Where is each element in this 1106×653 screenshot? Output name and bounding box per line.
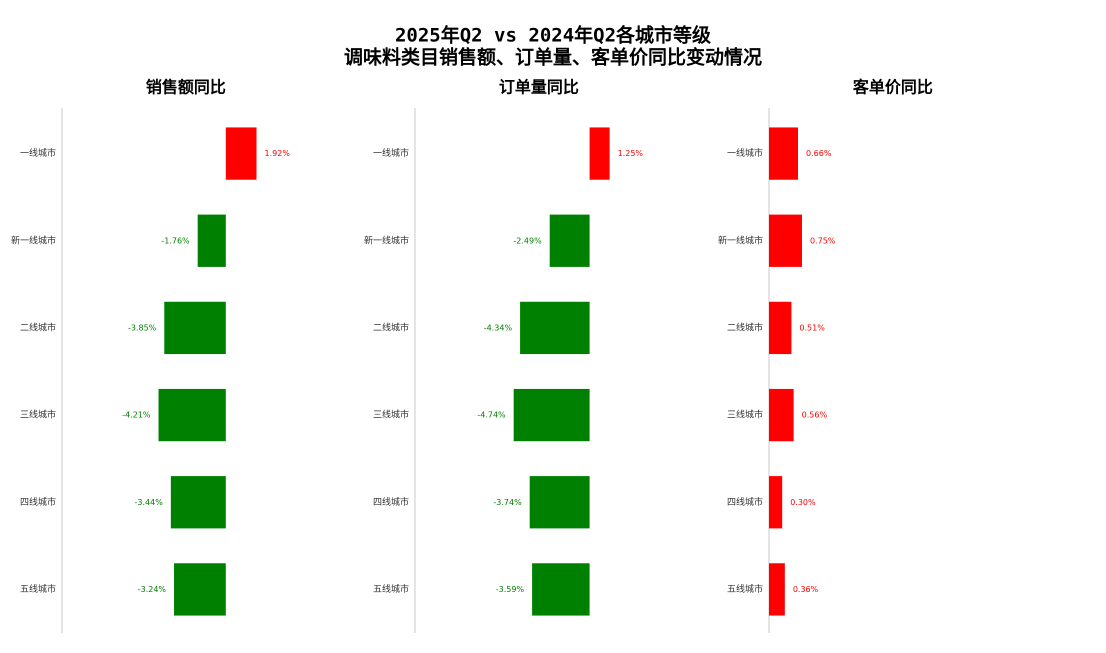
bar <box>769 476 783 529</box>
category-label: 四线城市 <box>20 496 56 508</box>
bar <box>769 563 785 616</box>
value-label: -2.49% <box>513 236 542 245</box>
value-label: 0.56% <box>802 411 828 420</box>
category-label: 四线城市 <box>727 496 763 508</box>
category-label: 一线城市 <box>20 147 56 159</box>
bar <box>174 563 226 616</box>
panel-title: 订单量同比 <box>499 78 579 97</box>
bar <box>225 127 257 180</box>
panel-title: 销售额同比 <box>146 78 226 97</box>
bar <box>549 214 590 267</box>
value-label: -3.85% <box>128 323 157 332</box>
bar <box>589 127 610 180</box>
value-label: 0.75% <box>810 236 836 245</box>
category-label: 二线城市 <box>727 321 763 333</box>
value-label: 0.36% <box>793 585 819 594</box>
bar <box>769 214 802 267</box>
value-label: -1.76% <box>161 236 190 245</box>
bar <box>197 214 226 267</box>
value-label: -3.74% <box>493 498 522 507</box>
value-label: 0.51% <box>799 323 825 332</box>
value-label: 1.25% <box>618 149 644 158</box>
value-label: -4.21% <box>122 411 151 420</box>
category-label: 一线城市 <box>727 147 763 159</box>
value-label: -3.24% <box>138 585 167 594</box>
category-label: 四线城市 <box>373 496 409 508</box>
bar <box>520 301 590 355</box>
bar <box>532 563 590 616</box>
category-label: 二线城市 <box>373 321 409 333</box>
value-label: 1.92% <box>265 149 291 158</box>
value-label: 0.30% <box>790 498 816 507</box>
value-label: 0.66% <box>806 149 832 158</box>
bar <box>769 127 799 180</box>
bar <box>769 388 794 442</box>
category-label: 一线城市 <box>373 147 409 159</box>
category-label: 新一线城市 <box>718 234 763 246</box>
category-label: 二线城市 <box>20 321 56 333</box>
bar <box>164 301 226 355</box>
value-label: -3.44% <box>135 498 164 507</box>
bar <box>513 388 590 442</box>
bar <box>158 388 226 442</box>
bar <box>529 476 590 529</box>
value-label: -3.59% <box>496 585 525 594</box>
bar <box>769 301 792 355</box>
value-label: -4.74% <box>477 411 506 420</box>
category-label: 五线城市 <box>20 583 56 595</box>
category-label: 三线城市 <box>373 409 409 421</box>
category-label: 新一线城市 <box>11 234 56 246</box>
panel-title: 客单价同比 <box>853 78 933 97</box>
chart-title: 2025年Q2 vs 2024年Q2各城市等级 <box>395 24 711 47</box>
category-label: 三线城市 <box>20 409 56 421</box>
category-label: 三线城市 <box>727 409 763 421</box>
category-label: 新一线城市 <box>364 234 409 246</box>
chart-title: 调味料类目销售额、订单量、客单价同比变动情况 <box>344 46 762 69</box>
bar <box>170 476 226 529</box>
category-label: 五线城市 <box>373 583 409 595</box>
category-label: 五线城市 <box>727 583 763 595</box>
value-label: -4.34% <box>484 323 513 332</box>
